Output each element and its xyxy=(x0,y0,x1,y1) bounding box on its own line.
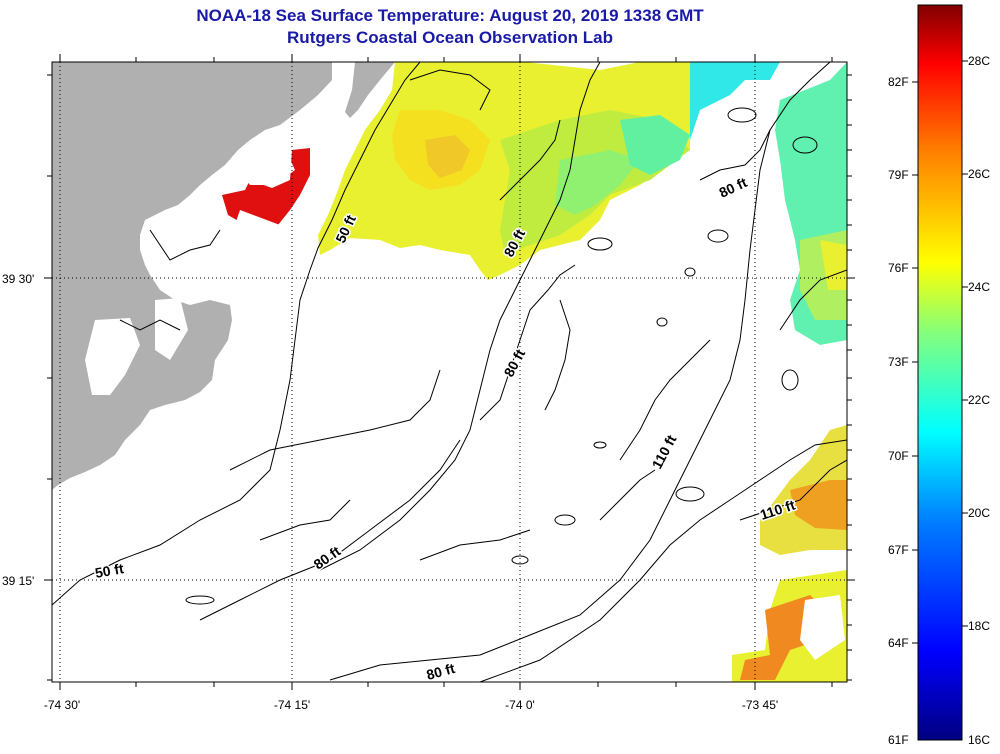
inland-water xyxy=(85,148,295,395)
contour-label: 80 ft xyxy=(425,660,457,683)
colorbar-f-label: 70F xyxy=(888,449,909,463)
map-title: NOAA-18 Sea Surface Temperature: August … xyxy=(196,6,704,25)
colorbar-c-label: 16C xyxy=(968,733,991,747)
colorbar-f-label: 61F xyxy=(888,733,909,747)
contour-label: 80 ft xyxy=(717,174,750,201)
sst-cyan-patch xyxy=(690,62,847,345)
colorbar-f-label: 76F xyxy=(888,261,909,275)
lon-label: -74 0' xyxy=(505,698,535,712)
depth-contours xyxy=(52,62,847,682)
lat-label: 39 30' xyxy=(2,272,35,286)
contour-label: 80 ft xyxy=(501,346,529,379)
map-frame xyxy=(51,61,848,683)
axis-ticks xyxy=(44,54,855,690)
sst-orange-patch-east xyxy=(732,425,847,682)
sst-red-patch xyxy=(222,148,310,228)
contour-label: 80 ft xyxy=(311,543,344,573)
colorbar-f-label: 67F xyxy=(888,543,909,557)
colorbar-c-label: 26C xyxy=(968,167,991,181)
land-mass xyxy=(52,62,332,490)
small-contour-islands xyxy=(185,107,818,605)
colorbar-c-label: 24C xyxy=(968,280,991,294)
colorbar-c-label: 28C xyxy=(968,54,991,68)
colorbar-f-label: 79F xyxy=(888,168,909,182)
colorbar xyxy=(917,4,963,741)
lat-label: 39 15' xyxy=(2,574,35,588)
colorbar-f-label: 73F xyxy=(888,355,909,369)
sst-yellow-green-patch xyxy=(318,62,690,280)
lon-label: -74 30' xyxy=(43,698,81,712)
lon-label: -73 45' xyxy=(741,698,779,712)
colorbar-ticks xyxy=(912,60,968,644)
contour-label: 110 ft xyxy=(649,432,680,471)
colorbar-c-label: 18C xyxy=(968,619,991,633)
colorbar-f-label: 64F xyxy=(888,636,909,650)
colorbar-c-label: 22C xyxy=(968,393,991,407)
lon-label: -74 15' xyxy=(273,698,311,712)
colorbar-c-label: 20C xyxy=(968,506,991,520)
barrier-island xyxy=(345,62,395,118)
graticule xyxy=(52,62,847,682)
colorbar-f-label: 82F xyxy=(888,75,909,89)
map-subtitle: Rutgers Coastal Ocean Observation Lab xyxy=(287,28,613,47)
contour-label: 50 ft xyxy=(94,560,125,581)
